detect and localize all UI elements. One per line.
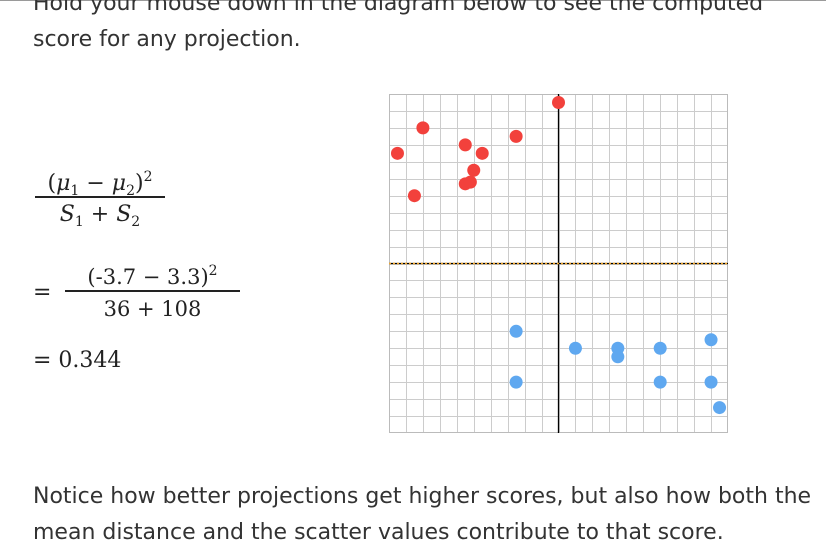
red-data-point [463, 175, 477, 189]
blue-data-point [568, 341, 582, 355]
red-data-point [509, 129, 523, 143]
red-data-point [407, 189, 421, 203]
blue-data-point [509, 375, 523, 389]
s1-subscript: 1 [74, 213, 84, 230]
blue-data-point [704, 333, 718, 347]
plus-sign: + [90, 201, 110, 227]
red-data-point [458, 138, 472, 152]
intro-line-2: score for any projection. [33, 27, 301, 52]
red-data-point [552, 95, 565, 109]
score-formula: (μ1 − μ2)2 S1 + S2 [35, 160, 165, 240]
substituted-numerator: (-3.7 − 3.3)2 [65, 254, 240, 289]
notice-paragraph: Notice how better projections get higher… [33, 484, 812, 545]
mu2-symbol: μ [111, 171, 127, 196]
top-divider [0, 0, 826, 1]
s2-subscript: 2 [131, 213, 141, 230]
fraction-bar [35, 196, 165, 198]
mu1-symbol: μ [56, 171, 71, 196]
formula-denominator: S1 + S2 [35, 198, 165, 232]
blue-data-point [653, 375, 667, 389]
score-result: = 0.344 [33, 348, 122, 373]
substituted-denominator: 36 + 108 [103, 296, 202, 321]
substituted-fraction-bar [65, 290, 240, 292]
intro-paragraph: Hold your mouse down in the diagram belo… [33, 0, 823, 58]
class-2-points [509, 324, 727, 415]
blue-data-point [713, 401, 727, 415]
blue-data-point [704, 375, 718, 389]
numerator-power: 2 [143, 169, 153, 185]
mu2-subscript: 2 [126, 183, 135, 199]
substituted-formula: = (-3.7 − 3.3)2 36 + 108 [33, 254, 243, 334]
equals-sign: = [33, 280, 52, 305]
blue-data-point [611, 350, 625, 364]
substituted-difference: (-3.7 − 3.3) [87, 265, 209, 289]
minus-sign: − [86, 171, 105, 196]
blue-data-point [653, 341, 667, 355]
blue-data-point [509, 324, 523, 338]
class-1-points [390, 95, 565, 203]
s1-symbol: S [59, 201, 75, 227]
substituted-power: 2 [208, 263, 218, 279]
red-data-point [390, 146, 404, 160]
s2-symbol: S [116, 201, 132, 227]
red-data-point [467, 163, 481, 177]
mu1-subscript: 1 [70, 183, 80, 199]
formula-numerator: (μ1 − μ2)2 [47, 169, 153, 199]
projection-diagram[interactable] [389, 94, 728, 433]
red-data-point [475, 146, 489, 160]
intro-line-1: Hold your mouse down in the diagram belo… [33, 0, 764, 16]
red-data-point [416, 121, 430, 135]
